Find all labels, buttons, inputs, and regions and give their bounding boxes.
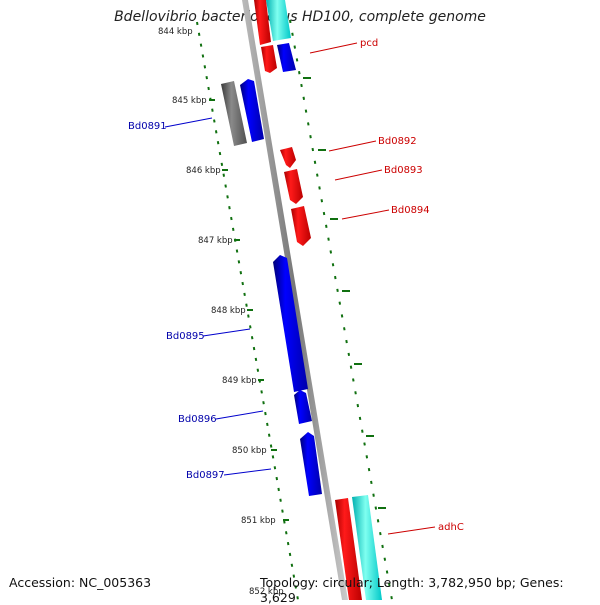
label-bd0896[interactable]: Bd0896 — [178, 414, 217, 425]
label-bd0897[interactable]: Bd0897 — [186, 470, 225, 481]
feature-bd0897[interactable] — [300, 432, 322, 496]
label-pcd[interactable]: pcd — [360, 38, 378, 49]
leader-bd0891 — [164, 117, 213, 128]
tick-label-852: 852 kbp — [249, 587, 284, 597]
tick-label-846: 846 kbp — [186, 166, 221, 176]
feature-bd0891[interactable] — [240, 79, 264, 142]
leader-bd0897 — [223, 468, 272, 476]
feature-bd0896[interactable] — [294, 390, 312, 424]
major-ticks — [209, 77, 386, 521]
leader-pcd — [309, 42, 358, 54]
tick-label-850: 850 kbp — [232, 446, 267, 456]
tick-label-845: 845 kbp — [172, 96, 207, 106]
tick-label-844: 844 kbp — [158, 27, 193, 37]
leader-bd0892 — [328, 140, 377, 152]
leader-bd0896 — [215, 410, 264, 420]
label-bd0891[interactable]: Bd0891 — [128, 121, 167, 132]
label-bd0892[interactable]: Bd0892 — [378, 136, 417, 147]
tick-label-848: 848 kbp — [211, 306, 246, 316]
leader-bd0895 — [202, 328, 251, 337]
label-bd0895[interactable]: Bd0895 — [166, 331, 205, 342]
accession-text: Accession: NC_005363 — [9, 575, 152, 590]
feature-top-blue[interactable] — [277, 43, 296, 72]
feature-adhc-cyan[interactable] — [352, 495, 382, 600]
label-bd0894[interactable]: Bd0894 — [391, 205, 430, 216]
leader-bd0894 — [341, 209, 390, 220]
feature-bd0893[interactable] — [284, 169, 303, 204]
feature-pcd[interactable] — [261, 45, 277, 73]
leader-bd0893 — [334, 169, 383, 181]
feature-bd0894[interactable] — [291, 206, 311, 246]
genome-backbone — [242, 0, 348, 600]
tick-label-847: 847 kbp — [198, 236, 233, 246]
feature-adhc-red[interactable] — [335, 498, 362, 600]
tick-label-851: 851 kbp — [241, 516, 276, 526]
leader-adhc — [387, 526, 436, 535]
feature-top-red-a[interactable] — [254, 0, 271, 45]
map-title: Bdellovibrio bacteriovorus HD100, comple… — [114, 9, 486, 25]
tick-label-849: 849 kbp — [222, 376, 257, 386]
label-bd0893[interactable]: Bd0893 — [384, 165, 423, 176]
feature-bd0895[interactable] — [273, 255, 308, 392]
feature-bd0892[interactable] — [280, 147, 296, 168]
feature-top-cyan[interactable] — [266, 0, 291, 41]
feature-bd0891-gray[interactable] — [221, 81, 247, 146]
label-adhc[interactable]: adhC — [438, 522, 464, 533]
topology-text: Topology: circular; Length: 3,782,950 bp… — [260, 575, 564, 605]
